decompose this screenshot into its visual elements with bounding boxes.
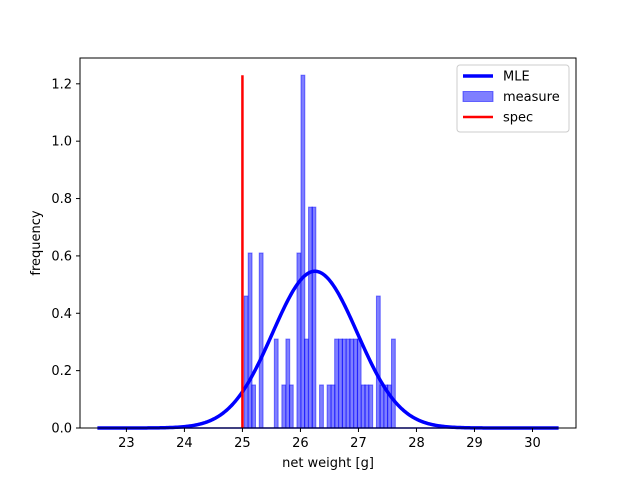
y-tick-label: 0.6 [51, 249, 72, 264]
axes-frame [79, 57, 577, 429]
histogram-bar [356, 338, 362, 429]
x-tick-label: 23 [118, 436, 135, 451]
histogram-bar [243, 295, 249, 429]
x-axis-label: net weight [g] [282, 456, 374, 471]
legend-swatch [462, 91, 494, 102]
histogram-bar [281, 384, 287, 429]
histogram-bar [304, 338, 309, 429]
histogram-bar [258, 252, 264, 429]
histogram-bar [391, 338, 396, 429]
x-tick-label: 24 [176, 436, 193, 451]
histogram-bar [326, 384, 332, 429]
y-tick-label: 1.2 [51, 77, 72, 92]
legend-label: MLE [503, 70, 530, 85]
histogram-bar [349, 338, 355, 429]
legend-box [456, 64, 570, 133]
histogram-bar [341, 338, 347, 429]
histogram-bar [288, 384, 294, 429]
y-tick-label: 0.2 [51, 364, 72, 379]
histogram-bar [251, 384, 256, 429]
histogram-bar [368, 384, 374, 429]
y-tick-label: 1.0 [51, 135, 72, 150]
y-ticks: 0.0 0.2 0.4 0.6 0.8 1.0 1.2 [51, 77, 80, 437]
axes [79, 57, 577, 429]
x-tick-label: 25 [234, 436, 251, 451]
legend-label: measure [503, 90, 560, 105]
y-axis-label: frequency [29, 210, 44, 276]
legend-label: spec [503, 111, 533, 126]
histogram-bar [364, 384, 370, 429]
x-tick-label: 27 [350, 436, 367, 451]
x-ticks: 23 24 25 26 27 28 29 30 [118, 428, 541, 451]
y-tick-label: 0.0 [51, 422, 72, 437]
legend: MLE measure spec [456, 64, 570, 133]
x-tick-label: 28 [408, 436, 425, 451]
x-tick-label: 29 [466, 436, 483, 451]
histogram-bar [273, 338, 279, 429]
x-tick-label: 26 [292, 436, 309, 451]
histogram-bar [311, 206, 317, 429]
y-tick-label: 0.4 [51, 307, 72, 322]
y-tick-label: 0.8 [51, 192, 72, 207]
x-tick-label: 30 [524, 436, 541, 451]
histogram-bar [379, 384, 385, 429]
histogram-bar [319, 384, 324, 429]
histogram-bar [334, 338, 339, 429]
